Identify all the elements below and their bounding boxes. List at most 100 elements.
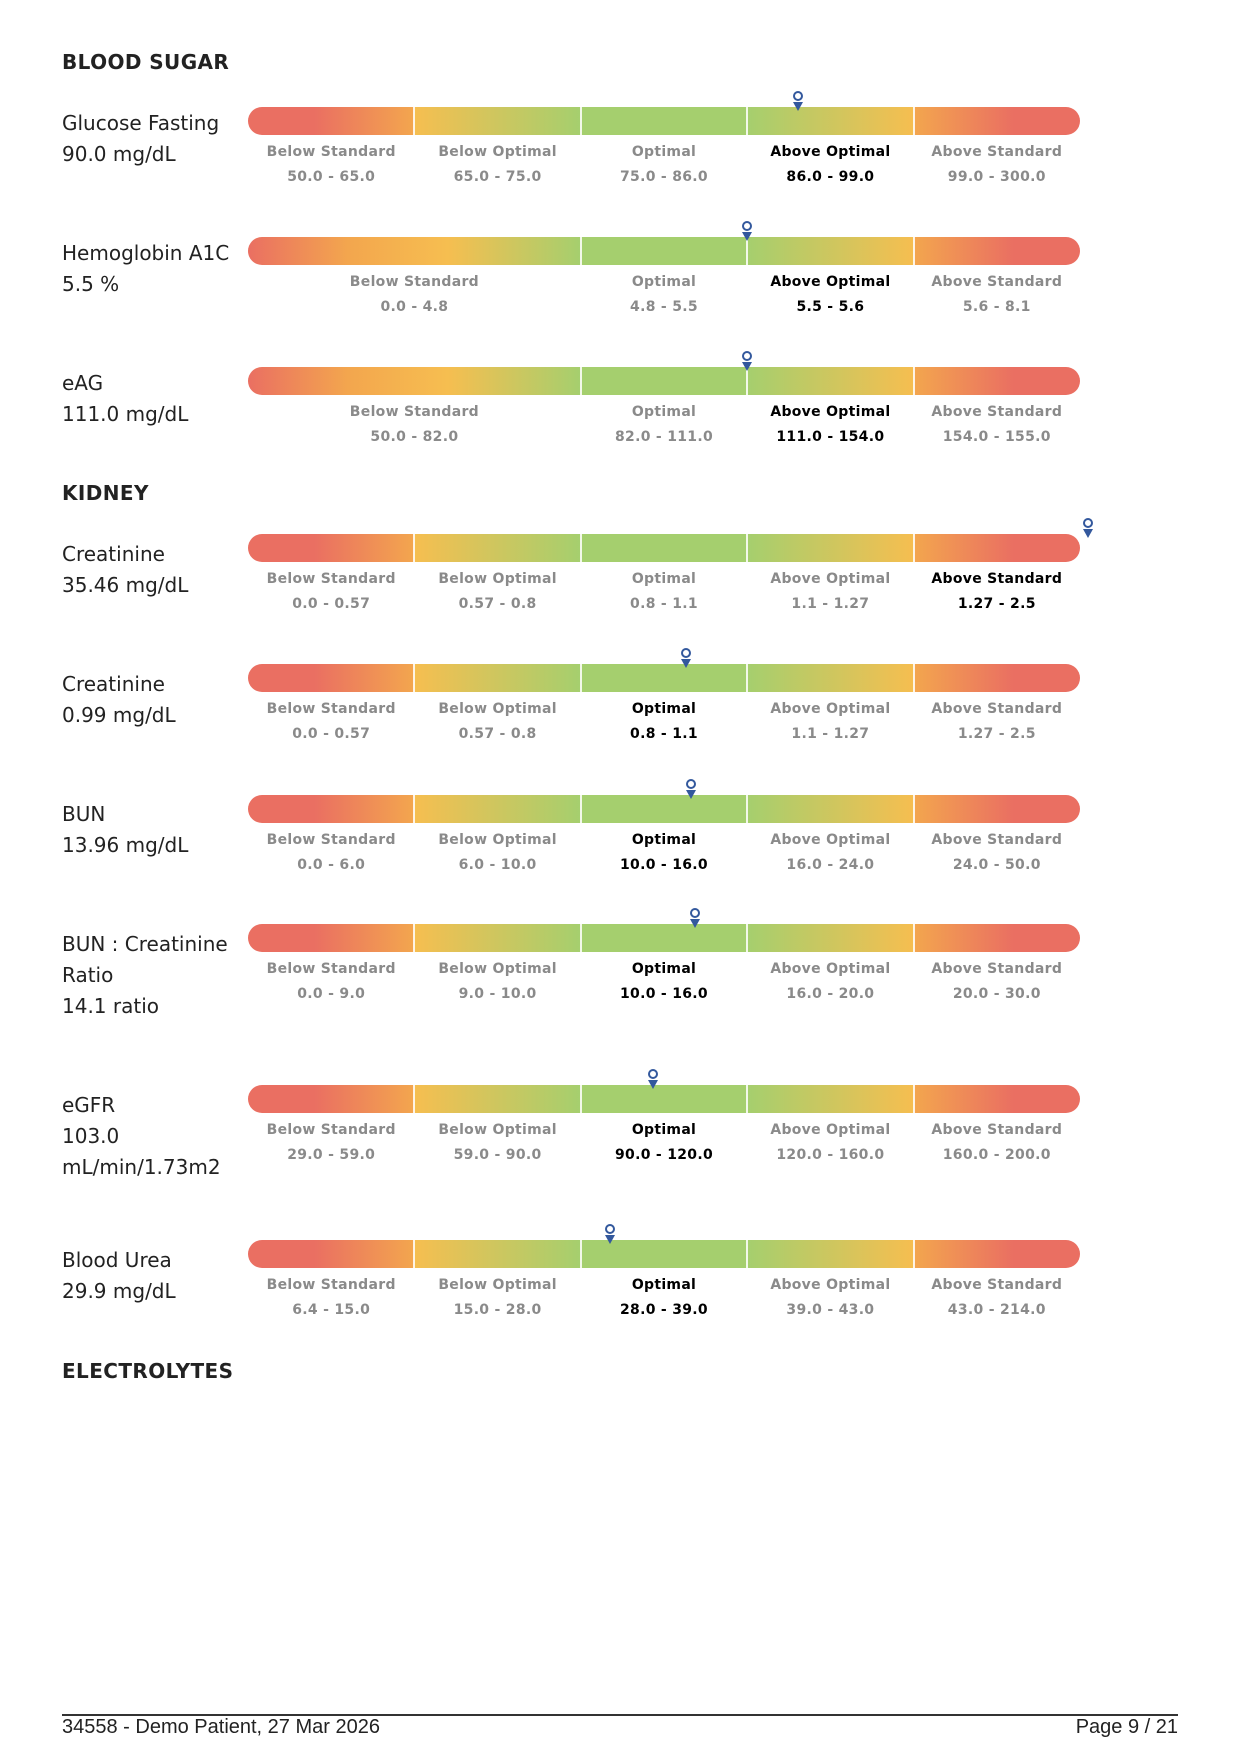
range-segment: [414, 1240, 581, 1268]
range-values: 6.4 - 15.0: [292, 1302, 371, 1318]
range-values: 0.8 - 1.1: [630, 726, 698, 742]
range-label: Above Standard 1.27 - 2.5: [914, 571, 1080, 612]
range-label: Above Standard 5.6 - 8.1: [914, 274, 1080, 315]
range-segment: [580, 534, 748, 562]
segment-divider: [579, 795, 582, 823]
segment-divider: [912, 367, 915, 395]
range-label: Optimal 10.0 - 16.0: [581, 961, 747, 1002]
test-name: BUN : Creatinine Ratio: [62, 932, 228, 987]
range-values: 0.57 - 0.8: [458, 596, 537, 612]
segment-divider: [413, 924, 416, 952]
range-label: Above Optimal 86.0 - 99.0: [747, 144, 913, 185]
range-segment: [248, 1240, 415, 1268]
range-segment: [580, 237, 748, 265]
range-values: 24.0 - 50.0: [952, 857, 1041, 873]
segment-divider: [579, 1085, 582, 1113]
range-name: Above Optimal: [770, 961, 891, 977]
segment-divider: [413, 107, 416, 135]
test-value: 29.9 mg/dL: [62, 1279, 176, 1303]
range-name: Below Standard: [266, 1277, 396, 1293]
range-label: Above Optimal 1.1 - 1.27: [747, 571, 913, 612]
range-segment: [747, 534, 914, 562]
range-name: Optimal: [631, 571, 697, 587]
range-name: Optimal: [631, 701, 697, 717]
range-values: 16.0 - 24.0: [786, 857, 875, 873]
range-label: Above Standard 160.0 - 200.0: [914, 1122, 1080, 1163]
range-values: 1.1 - 1.27: [791, 726, 870, 742]
range-name: Optimal: [631, 961, 697, 977]
range-name: Below Optimal: [438, 144, 557, 160]
footer-divider: [62, 1714, 1178, 1716]
value-marker-icon: [742, 221, 753, 241]
range-name: Below Standard: [349, 274, 479, 290]
test-value: 14.1 ratio: [62, 994, 160, 1018]
range-values: 5.6 - 8.1: [962, 299, 1031, 315]
range-name: Optimal: [631, 144, 697, 160]
range-label: Below Standard 50.0 - 82.0: [248, 404, 581, 445]
value-marker-icon: [742, 351, 753, 371]
segment-divider: [746, 1240, 749, 1268]
test-name: Glucose Fasting: [62, 111, 220, 135]
test-row: BUN 13.96 mg/dL Below Standard 0.0 - 6.0 Bel…: [0, 0, 1240, 873]
footer-page-number: Page 9 / 21: [1075, 1716, 1178, 1738]
range-name: Above Optimal: [770, 1122, 891, 1138]
range-segment: [248, 1085, 415, 1113]
range-segment: [747, 1085, 914, 1113]
range-name: Below Optimal: [438, 961, 557, 977]
range-label: Optimal 10.0 - 16.0: [581, 832, 747, 873]
test-row: Glucose Fasting 90.0 mg/dL Below Standard 5…: [0, 0, 1240, 185]
range-label: Optimal 4.8 - 5.5: [581, 274, 747, 315]
test-value: 90.0 mg/dL: [62, 142, 176, 166]
range-label: Above Optimal 111.0 - 154.0: [747, 404, 913, 445]
range-values: 50.0 - 82.0: [370, 429, 459, 445]
range-segment: [913, 795, 1080, 823]
range-segment: [913, 107, 1080, 135]
range-name: Above Standard: [931, 144, 1063, 160]
segment-divider: [579, 107, 582, 135]
range-name: Above Standard: [931, 832, 1063, 848]
range-bar: [248, 367, 1080, 395]
test-value: 35.46 mg/dL: [62, 573, 189, 597]
segment-divider: [912, 664, 915, 692]
range-name: Below Optimal: [438, 832, 557, 848]
segment-divider: [912, 924, 915, 952]
test-name: Blood Urea: [62, 1248, 172, 1272]
range-label: Below Standard 6.4 - 15.0: [248, 1277, 414, 1318]
range-name: Below Optimal: [438, 1277, 557, 1293]
range-label: Above Optimal 120.0 - 160.0: [747, 1122, 913, 1163]
range-bar: [248, 237, 1080, 265]
range-segment: [747, 107, 914, 135]
range-values: 5.5 - 5.6: [796, 299, 865, 315]
range-segment: [747, 924, 914, 952]
range-segment: [248, 237, 581, 265]
range-label: Above Standard 99.0 - 300.0: [914, 144, 1080, 185]
range-bar: [248, 107, 1080, 135]
range-segment: [913, 237, 1080, 265]
range-segment: [248, 664, 415, 692]
segment-divider: [746, 107, 749, 135]
range-label: Optimal 0.8 - 1.1: [581, 571, 747, 612]
segment-divider: [746, 237, 749, 265]
test-name: BUN: [62, 802, 106, 826]
range-segment: [248, 107, 415, 135]
range-values: 0.0 - 4.8: [380, 299, 449, 315]
range-name: Above Optimal: [770, 832, 891, 848]
range-values: 1.27 - 2.5: [957, 726, 1036, 742]
segment-divider: [746, 367, 749, 395]
range-segment: [580, 795, 748, 823]
range-segment: [580, 107, 748, 135]
range-name: Below Optimal: [438, 701, 557, 717]
test-name: Creatinine: [62, 672, 165, 696]
segment-divider: [413, 1085, 416, 1113]
range-label: Above Standard 20.0 - 30.0: [914, 961, 1080, 1002]
range-bar: [248, 795, 1080, 823]
range-values: 39.0 - 43.0: [786, 1302, 875, 1318]
range-segment: [248, 367, 581, 395]
value-marker-icon: [681, 648, 692, 668]
range-name: Above Optimal: [770, 144, 891, 160]
range-values: 65.0 - 75.0: [453, 169, 542, 185]
range-segment: [747, 1240, 914, 1268]
value-marker-icon: [647, 1069, 658, 1089]
segment-divider: [746, 924, 749, 952]
segment-divider: [746, 1085, 749, 1113]
